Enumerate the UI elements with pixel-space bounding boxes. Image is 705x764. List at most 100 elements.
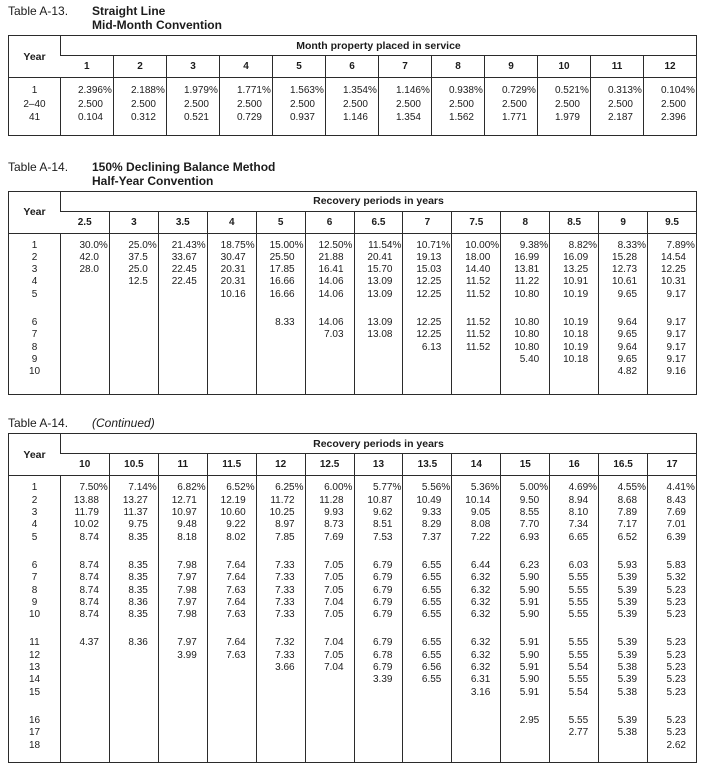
value-cell: 8.36 [108, 637, 159, 650]
value-cell: 5.00% [500, 482, 550, 495]
value-cell [255, 674, 306, 687]
cell-number: 5.23 [666, 609, 686, 621]
value-cell [402, 366, 452, 379]
cell-number: 4.82 [617, 366, 638, 378]
cell-number: 6.79 [372, 609, 393, 621]
value-cell: 8.82% [549, 239, 599, 252]
cell-number: 6.93 [519, 531, 540, 543]
value-cell: 8.35 [108, 572, 159, 585]
cell-number: 5.90 [519, 674, 540, 686]
value-cell: 9.17 [647, 288, 697, 301]
value-cell: 6.93 [500, 531, 550, 544]
percent-sign: % [245, 482, 255, 494]
cell-number: 8.51 [372, 519, 393, 531]
value-cell: 11.52 [451, 288, 501, 301]
value-cell [500, 475, 550, 483]
value-cell: 5.90 [500, 609, 550, 622]
cell-number: 5.39 [617, 609, 638, 621]
value-cell: 13.09 [353, 316, 403, 330]
cell-number: 11.52 [466, 341, 491, 353]
year-cell [9, 301, 61, 317]
value-cell: 13.09 [353, 276, 403, 289]
value-cell [353, 233, 403, 240]
value-cell [60, 686, 110, 699]
value-cell: 5.23 [647, 674, 697, 687]
value-cell [598, 698, 648, 715]
cell-number: 33.67 [171, 251, 197, 263]
column-header: 11 [157, 453, 208, 476]
depreciation-table: Year Recovery periods in years 10 10.5 11 11.… [8, 433, 697, 763]
value-cell: 9.65 [598, 329, 648, 342]
cell-number: 7.34 [568, 519, 589, 531]
table-title-lines: Straight Line Mid-Month Convention [92, 4, 222, 32]
cell-number: 6.78 [372, 649, 393, 661]
cell-number: 2.500 [289, 98, 315, 110]
value-cell: 8.35 [108, 609, 159, 622]
value-cell [484, 77, 538, 84]
value-cell: 5.90 [500, 584, 550, 597]
percent-sign: % [147, 482, 157, 494]
table-title: Table A-14. (Continued) [8, 416, 697, 430]
cell-number: 9.17 [666, 288, 686, 300]
cell-number: 6.44 [470, 559, 491, 571]
value-cell: 10.18 [549, 353, 599, 367]
value-cell: 8.68 [598, 494, 648, 508]
value-cell [255, 621, 306, 638]
cell-number: 6.79 [372, 584, 393, 596]
value-cell: 0.104% [643, 84, 697, 98]
value-cell: 6.55 [402, 584, 452, 597]
value-cell: 2.500 [431, 97, 485, 111]
value-cell [598, 300, 648, 317]
value-cell [157, 698, 208, 715]
table-a14-continued-section: Table A-14. (Continued) Year Recovery perio… [8, 416, 697, 763]
value-cell: 13.09 [353, 288, 403, 301]
table-row: 6 8.33 14.06 13.09 12.25 11.52 10.80 10.19 9.64 9… [9, 316, 697, 330]
value-cell: 6.00% [304, 482, 355, 495]
cell-number: 6.32 [470, 637, 491, 649]
cell-number: 13.08 [367, 329, 393, 341]
value-cell: 5.39 [598, 649, 648, 663]
padding-row [9, 751, 697, 763]
value-cell: 9.17 [647, 316, 697, 330]
cell-number: 5.36 [470, 482, 491, 494]
value-cell [325, 124, 379, 135]
value-cell: 2.500 [378, 97, 432, 111]
value-cell [157, 674, 208, 687]
table-row: 4 12.5 22.45 20.31 16.66 14.06 13.09 12.25 11.52… [9, 276, 697, 289]
value-cell: 6.32 [451, 637, 501, 650]
value-cell: 8.33% [598, 239, 648, 252]
value-cell: 2.95 [500, 714, 550, 728]
value-cell [304, 714, 355, 728]
value-cell [353, 727, 403, 740]
value-cell: 2.396 [643, 111, 697, 125]
cell-number: 6.55 [421, 674, 442, 686]
cell-number: 10.18 [563, 329, 589, 341]
value-cell: 7.33 [255, 649, 306, 663]
cell-number: 7.05 [324, 609, 344, 621]
cell-number: 9.65 [617, 329, 638, 341]
value-cell: 7.97 [157, 572, 208, 585]
cell-number: 6.32 [470, 596, 491, 608]
table-row: 41 0.104 0.312 0.521 0.729 0.937 1.146 1.354 1.5… [9, 111, 697, 125]
value-cell [206, 300, 257, 317]
value-cell: 18.75% [206, 239, 257, 252]
value-cell: 14.54 [647, 251, 697, 265]
value-cell: 5.40 [500, 353, 550, 367]
header-row-columns: 1 2 3 4 5 6 7 8 9 10 11 12 [9, 55, 697, 78]
value-cell: 5.90 [500, 674, 550, 687]
value-cell [304, 341, 355, 354]
value-cell: 5.54 [549, 686, 599, 699]
value-cell [60, 751, 110, 763]
span-header: Month property placed in service [60, 35, 697, 56]
value-cell: 7.64 [206, 596, 257, 610]
value-cell: 7.53 [353, 531, 403, 544]
value-cell: 7.98 [157, 584, 208, 597]
table-row: 1 7.50% 7.14% 6.82% 6.52% 6.25% 6.00% 5.77% 5.56… [9, 482, 697, 495]
cell-number: 7.33 [275, 596, 295, 608]
cell-number: 10.91 [563, 276, 589, 288]
table-row: 1 30.0% 25.0% 21.43% 18.75% 15.00% 12.50% 11.54… [9, 239, 697, 252]
cell-number: 9.17 [666, 341, 686, 353]
value-cell: 10.87 [353, 494, 403, 508]
value-cell [451, 751, 501, 763]
value-cell: 12.73 [598, 264, 648, 277]
